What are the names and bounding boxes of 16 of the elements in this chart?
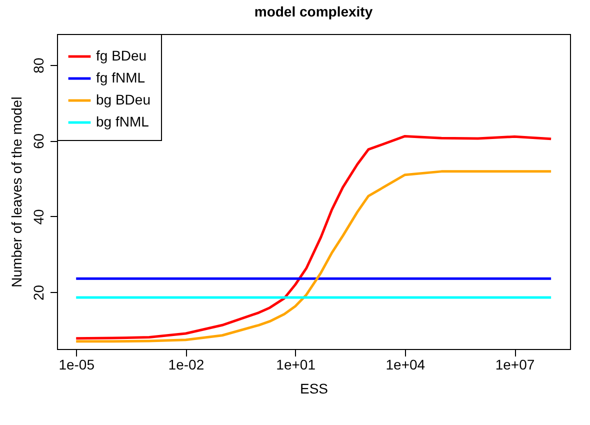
legend-label: fg fNML — [96, 70, 146, 86]
legend-label: bg fNML — [96, 114, 150, 130]
x-tick-label: 1e+07 — [495, 356, 535, 372]
legend-label: fg BDeu — [96, 48, 147, 64]
x-tick-label: 1e-05 — [58, 356, 95, 372]
y-tick-label: 60 — [30, 133, 46, 150]
y-tick-label: 80 — [30, 58, 46, 74]
y-tick-label: 20 — [30, 284, 46, 300]
legend-label: bg BDeu — [96, 92, 150, 108]
y-tick-label: 40 — [30, 208, 46, 225]
y-axis-title: Number of leaves of the model — [8, 96, 24, 288]
x-tick-label: 1e-02 — [168, 356, 204, 372]
x-tick-label: 1e+04 — [386, 356, 426, 372]
x-tick-label: 1e+01 — [276, 356, 316, 372]
x-axis-title: ESS — [300, 380, 328, 396]
chart-title: model complexity — [254, 4, 373, 20]
